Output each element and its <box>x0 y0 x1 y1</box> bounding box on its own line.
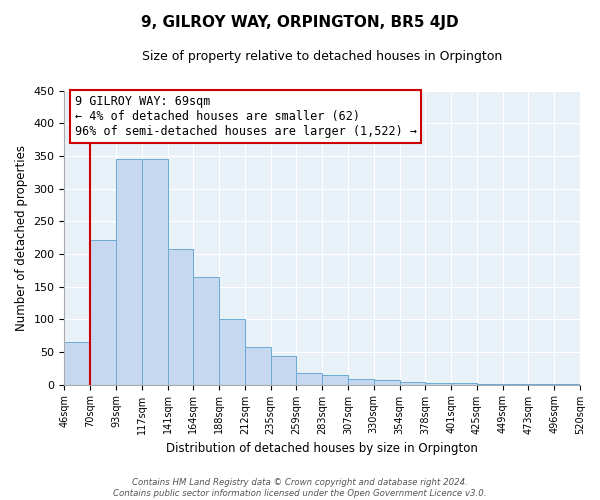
Y-axis label: Number of detached properties: Number of detached properties <box>15 144 28 330</box>
Bar <box>271 356 296 384</box>
Bar <box>374 380 400 384</box>
X-axis label: Distribution of detached houses by size in Orpington: Distribution of detached houses by size … <box>166 442 478 455</box>
Bar <box>322 375 348 384</box>
Bar <box>296 374 322 384</box>
Bar <box>90 240 116 384</box>
Title: Size of property relative to detached houses in Orpington: Size of property relative to detached ho… <box>142 50 502 63</box>
Text: 9 GILROY WAY: 69sqm
← 4% of detached houses are smaller (62)
96% of semi-detache: 9 GILROY WAY: 69sqm ← 4% of detached hou… <box>75 95 417 138</box>
Text: 9, GILROY WAY, ORPINGTON, BR5 4JD: 9, GILROY WAY, ORPINGTON, BR5 4JD <box>141 15 459 30</box>
Bar <box>116 159 142 384</box>
Bar <box>425 382 451 384</box>
Text: Contains HM Land Registry data © Crown copyright and database right 2024.
Contai: Contains HM Land Registry data © Crown c… <box>113 478 487 498</box>
Bar <box>348 380 374 384</box>
Bar <box>167 248 193 384</box>
Bar <box>142 159 167 384</box>
Bar <box>193 277 219 384</box>
Bar <box>219 319 245 384</box>
Bar <box>245 348 271 385</box>
Bar <box>400 382 425 384</box>
Bar <box>64 342 90 384</box>
